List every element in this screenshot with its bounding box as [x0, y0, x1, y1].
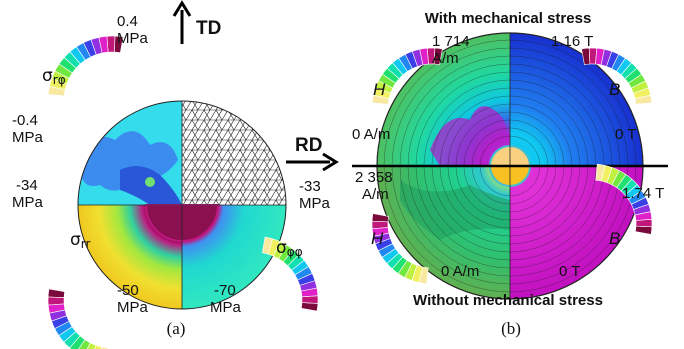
colorbar-segment [634, 94, 653, 105]
colorbar-h-top [371, 47, 443, 105]
sigma-rphi-symbol: σrφ [42, 66, 66, 88]
td-arrow-head [172, 0, 192, 17]
h-bottom-dark-band [400, 180, 510, 240]
sigma-rphi-max-unit: MPa [117, 30, 148, 47]
sigma-rphi-max: 0.4 [117, 13, 138, 30]
h-bottom-symbol: H [371, 229, 384, 248]
h-top-purple-band [430, 106, 510, 166]
b-top-max: 1.16 T [551, 33, 594, 50]
sigma-rr-max: -34 [16, 177, 38, 194]
sigma-rr-symbol: σrr [70, 230, 91, 252]
sigma-rphi-min: -0.4 [12, 112, 38, 129]
colorbar-sigma-phiphi [261, 236, 319, 312]
disc-a-outline [77, 100, 287, 310]
title-without-stress: Without mechanical stress [413, 292, 603, 309]
sigma-rr-min: -50 [117, 282, 139, 299]
sigma-phiphi-min-unit: MPa [210, 299, 241, 316]
h-top-max-unit: A/m [432, 50, 459, 67]
caption-a: (a) [166, 319, 186, 338]
colorbar-b-bottom [595, 163, 653, 235]
rd-arrow-head [322, 152, 339, 172]
colorbar-segment [418, 266, 429, 285]
title-with-stress: With mechanical stress [424, 10, 592, 27]
quadrant-mesh [182, 101, 286, 205]
caption-b: (b) [501, 319, 521, 338]
colorbar-segment [261, 236, 273, 255]
b-bottom-min: 0 T [559, 263, 581, 280]
colorbar-segment [371, 94, 390, 105]
h-bottom-max-unit: A/m [362, 186, 389, 203]
colorbar-segment [47, 288, 66, 299]
colorbar-h-bottom [371, 213, 429, 285]
colorbar-sigma-rphi [47, 35, 124, 97]
sigma-phiphi-max-unit: MPa [299, 195, 330, 212]
td-label: TD [196, 18, 222, 39]
sigma-rr-max-unit: MPa [12, 194, 43, 211]
colorbar-segment [595, 163, 606, 182]
b-top-symbol: B [609, 80, 621, 99]
colorbar-segment [634, 225, 653, 235]
colorbar-segment [101, 346, 109, 349]
h-bottom-min: 0 A/m [441, 263, 480, 280]
sigma-phiphi-min: -70 [214, 282, 236, 299]
colorbar-sigma-rr [47, 288, 109, 349]
disc-a [78, 101, 286, 309]
sigma-phiphi-symbol: σφφ [276, 238, 303, 260]
sigma-phiphi-max: -33 [299, 178, 321, 195]
colorbar-b-top [581, 47, 653, 105]
b-bottom-max: 1.74 T [622, 185, 665, 202]
colorbar-segment [47, 86, 66, 97]
b-bottom-symbol: B [609, 229, 621, 248]
h-top-max: 1 714 [432, 33, 470, 50]
sigma-rr-min-unit: MPa [117, 299, 148, 316]
disc-b [377, 33, 643, 299]
h-bottom-max: 2 358 [355, 169, 393, 186]
sigma-rphi-spot [145, 177, 155, 187]
h-top-min: 0 A/m [352, 126, 391, 143]
b-top-min: 0 T [615, 126, 637, 143]
sigma-rphi-min-unit: MPa [12, 129, 43, 146]
h-top-symbol: H [373, 80, 386, 99]
colorbar-segment [300, 302, 319, 312]
rd-label: RD [295, 135, 323, 156]
